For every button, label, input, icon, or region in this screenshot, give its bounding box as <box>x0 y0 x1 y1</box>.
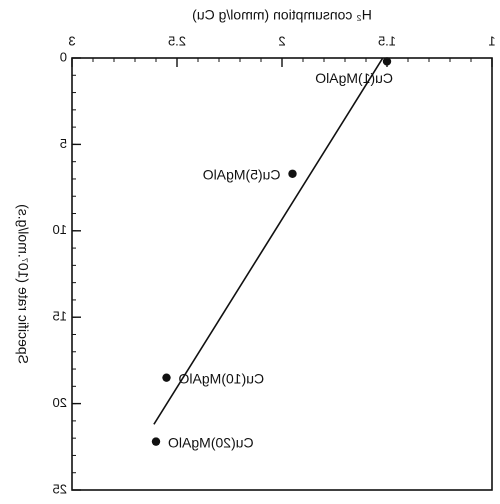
x-tick-label-group: 2.5 <box>168 33 186 48</box>
y-tick-label: 10 <box>53 222 67 237</box>
x-tick-label-group: 1 <box>488 33 495 48</box>
x-tick-label-group: 1.5 <box>378 33 396 48</box>
x-axis-title-group: H₂ consumption (mmol/g Cu) <box>192 7 372 23</box>
data-point <box>288 169 297 178</box>
point-label-group: Cu(1)MgAlO <box>315 70 393 86</box>
y-tick-label: 20 <box>53 395 67 410</box>
x-tick-label: 1.5 <box>378 33 396 48</box>
y-tick-label: 5 <box>60 136 67 151</box>
x-axis-title: H₂ consumption (mmol/g Cu) <box>192 7 372 23</box>
y-tick-label-group: 20 <box>53 395 67 410</box>
point-label: Cu(5)MgAlO <box>203 166 281 182</box>
y-axis-ticks: 0 5 10 15 20 25 <box>53 49 81 496</box>
y-axis-title-group: Specific rate (10⁷.mol/g.s) <box>15 204 31 364</box>
x-tick-label: 2 <box>278 33 285 48</box>
x-tick-label-group: 3 <box>68 33 75 48</box>
x-axis-title-group: H₂ consumption (mmol/g Cu) <box>192 7 372 23</box>
fit-line-group <box>153 57 384 425</box>
x-tick-label: 3 <box>68 33 75 48</box>
y-tick-label-group: 10 <box>53 222 67 237</box>
y-tick-label: 0 <box>60 49 67 64</box>
data-points: Cu(1)MgAlO Cu(5)MgAlO Cu(10)MgAlO Cu(20)MgA… <box>151 57 393 450</box>
x-tick-label: 1 <box>488 33 495 48</box>
y-tick-label-group: 15 <box>53 309 67 324</box>
point-label: Cu(10)MgAlO <box>178 370 264 386</box>
x-axis-ticks: 1 1.5 2 2.5 3 <box>68 33 496 67</box>
y-tick-label: 15 <box>53 309 67 324</box>
data-point <box>151 437 161 446</box>
plot-frame <box>71 57 493 491</box>
y-tick-label-group: 25 <box>53 481 67 496</box>
point-label: Cu(1)MgAlO <box>315 70 393 86</box>
y-tick-label: 25 <box>53 481 67 496</box>
y-axis-title-group: Specific rate (10⁷.mol/g.s) <box>15 204 31 364</box>
x-tick-label-group: 2 <box>278 33 285 48</box>
point-label-group: Cu(5)MgAlO <box>203 166 281 182</box>
y-tick-label-group: 5 <box>60 136 67 151</box>
y-axis-title: Specific rate (10⁷.mol/g.s) <box>15 204 31 364</box>
x-tick-label: 2.5 <box>168 33 186 48</box>
fit-line <box>153 57 384 425</box>
y-tick-label-group: 0 <box>60 49 67 64</box>
point-label: Cu(20)MgAlO <box>168 434 254 450</box>
data-point <box>162 373 171 382</box>
data-point <box>382 57 392 66</box>
point-label-group: Cu(20)MgAlO <box>168 434 254 450</box>
point-label-group: Cu(10)MgAlO <box>178 370 264 386</box>
